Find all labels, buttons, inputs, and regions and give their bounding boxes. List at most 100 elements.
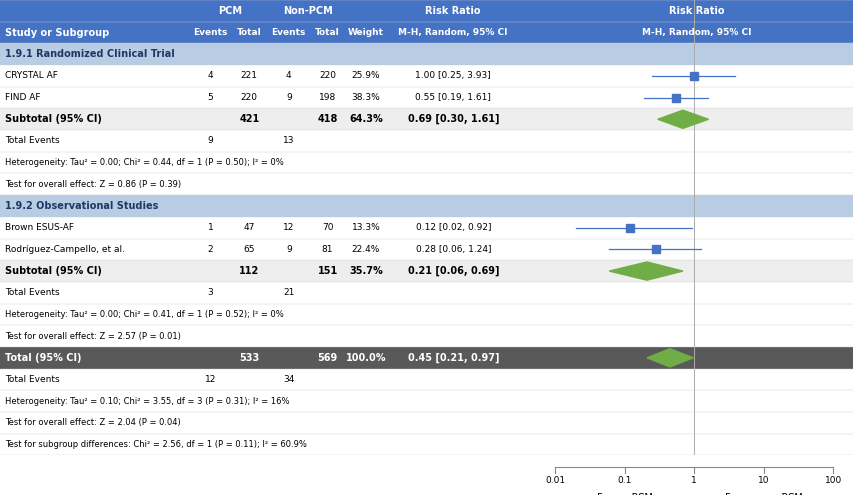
Text: Weight: Weight [347, 28, 384, 37]
Bar [0, 325, 539, 347]
Text: 5: 5 [207, 93, 213, 102]
Text: 0.28 [0.06, 1.24]: 0.28 [0.06, 1.24] [415, 245, 490, 254]
Bar [0, 44, 539, 65]
Bar [0, 412, 539, 434]
Text: Non-PCM: Non-PCM [283, 6, 333, 16]
Text: 0.69 [0.30, 1.61]: 0.69 [0.30, 1.61] [407, 114, 498, 124]
Text: Rodríguez-Campello, et al.: Rodríguez-Campello, et al. [5, 245, 125, 254]
Text: 533: 533 [239, 353, 259, 363]
Bar [0, 173, 539, 195]
Text: 25.9%: 25.9% [351, 71, 380, 80]
Text: 569: 569 [317, 353, 337, 363]
Bar [539, 44, 853, 65]
Text: 3: 3 [207, 288, 213, 297]
Bar [539, 412, 853, 434]
Bar [539, 152, 853, 173]
Bar [539, 108, 853, 130]
Text: Total (95% CI): Total (95% CI) [5, 353, 82, 363]
Text: 418: 418 [317, 114, 338, 124]
Text: Heterogeneity: Tau² = 0.00; Chi² = 0.41, df = 1 (P = 0.52); I² = 0%: Heterogeneity: Tau² = 0.00; Chi² = 0.41,… [5, 310, 284, 319]
Text: PCM: PCM [218, 6, 241, 16]
Bar [539, 130, 853, 152]
Text: Events: Events [271, 28, 305, 37]
Text: 81: 81 [322, 245, 333, 254]
Bar [539, 347, 853, 369]
Text: 112: 112 [239, 266, 259, 276]
Bar [0, 282, 539, 303]
Text: 12: 12 [205, 375, 216, 384]
Text: 38.3%: 38.3% [351, 93, 380, 102]
Text: Risk Ratio: Risk Ratio [425, 6, 480, 16]
Text: Test for overall effect: Z = 2.57 (P = 0.01): Test for overall effect: Z = 2.57 (P = 0… [5, 332, 181, 341]
Text: Test for overall effect: Z = 0.86 (P = 0.39): Test for overall effect: Z = 0.86 (P = 0… [5, 180, 182, 189]
Bar [0, 195, 539, 217]
Bar [539, 325, 853, 347]
Text: Subtotal (95% CI): Subtotal (95% CI) [5, 266, 102, 276]
Text: 1.9.1 Randomized Clinical Trial: 1.9.1 Randomized Clinical Trial [5, 49, 175, 59]
Text: 100: 100 [823, 476, 841, 485]
Text: 1.9.2 Observational Studies: 1.9.2 Observational Studies [5, 201, 159, 211]
Text: 47: 47 [243, 223, 255, 232]
Polygon shape [608, 262, 682, 280]
Text: 0.01: 0.01 [544, 476, 565, 485]
Bar [539, 282, 853, 303]
Bar [0, 434, 539, 455]
Text: 64.3%: 64.3% [349, 114, 382, 124]
Bar [0, 22, 539, 44]
Text: Favors non-PCM: Favors non-PCM [724, 493, 802, 495]
Text: 10: 10 [757, 476, 769, 485]
Bar [0, 0, 539, 22]
Text: 221: 221 [241, 71, 258, 80]
Text: Heterogeneity: Tau² = 0.10; Chi² = 3.55, df = 3 (P = 0.31); I² = 16%: Heterogeneity: Tau² = 0.10; Chi² = 3.55,… [5, 396, 289, 406]
Text: 13.3%: 13.3% [351, 223, 380, 232]
Text: M-H, Random, 95% CI: M-H, Random, 95% CI [641, 28, 751, 37]
Text: 65: 65 [243, 245, 255, 254]
Text: 1: 1 [690, 476, 696, 485]
Bar [0, 217, 539, 239]
Text: Events: Events [193, 28, 228, 37]
Text: 1.00 [0.25, 3.93]: 1.00 [0.25, 3.93] [415, 71, 490, 80]
Bar [539, 0, 853, 22]
Bar [539, 303, 853, 325]
Bar [0, 347, 539, 369]
Text: 220: 220 [319, 71, 336, 80]
Text: 9: 9 [286, 93, 291, 102]
Polygon shape [647, 348, 693, 367]
Text: 34: 34 [282, 375, 294, 384]
Bar [539, 87, 853, 108]
Text: 421: 421 [239, 114, 259, 124]
Text: 220: 220 [241, 93, 258, 102]
Text: 21: 21 [282, 288, 294, 297]
Text: Heterogeneity: Tau² = 0.00; Chi² = 0.44, df = 1 (P = 0.50); I² = 0%: Heterogeneity: Tau² = 0.00; Chi² = 0.44,… [5, 158, 284, 167]
Text: Total: Total [315, 28, 339, 37]
Text: Study or Subgroup: Study or Subgroup [5, 28, 109, 38]
Bar [539, 22, 853, 44]
Bar [0, 65, 539, 87]
Text: CRYSTAL AF: CRYSTAL AF [5, 71, 58, 80]
Text: Test for overall effect: Z = 2.04 (P = 0.04): Test for overall effect: Z = 2.04 (P = 0… [5, 418, 181, 427]
Text: 0.12 [0.02, 0.92]: 0.12 [0.02, 0.92] [415, 223, 490, 232]
Text: FIND AF: FIND AF [5, 93, 41, 102]
Text: Brown ESUS-AF: Brown ESUS-AF [5, 223, 74, 232]
Bar [539, 239, 853, 260]
Text: 35.7%: 35.7% [349, 266, 382, 276]
Bar [539, 195, 853, 217]
Text: 13: 13 [282, 137, 294, 146]
Bar [0, 152, 539, 173]
Text: Total: Total [236, 28, 261, 37]
Bar [0, 87, 539, 108]
Bar [0, 369, 539, 391]
Text: 12: 12 [282, 223, 294, 232]
Bar [0, 260, 539, 282]
Text: 151: 151 [317, 266, 337, 276]
Bar [539, 369, 853, 391]
Text: Risk Ratio: Risk Ratio [669, 6, 723, 16]
Text: 2: 2 [207, 245, 213, 254]
Text: 9: 9 [286, 245, 291, 254]
Bar [539, 434, 853, 455]
Polygon shape [657, 110, 708, 128]
Text: Total Events: Total Events [5, 375, 60, 384]
Text: 4: 4 [207, 71, 213, 80]
Text: 0.45 [0.21, 0.97]: 0.45 [0.21, 0.97] [407, 352, 498, 363]
Bar [0, 108, 539, 130]
